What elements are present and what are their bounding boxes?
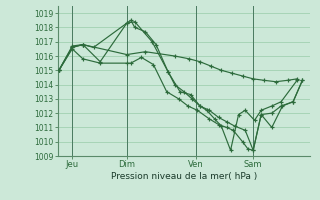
X-axis label: Pression niveau de la mer( hPa ): Pression niveau de la mer( hPa ) bbox=[111, 172, 257, 181]
